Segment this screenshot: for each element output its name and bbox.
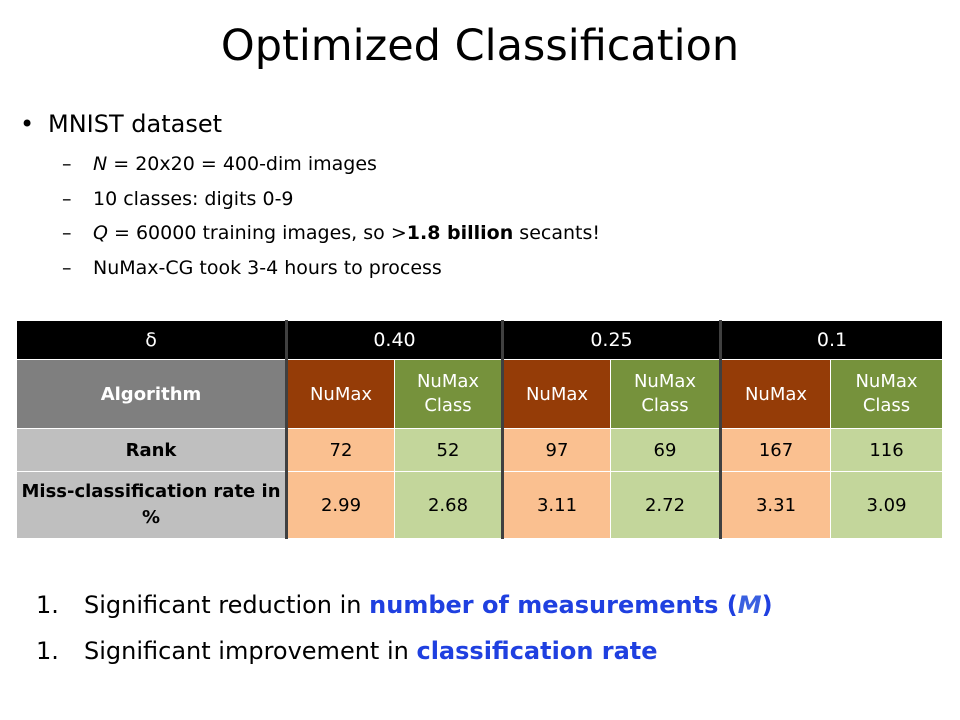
sub-bullet-text: 10 classes: digits 0-9 [93,187,294,210]
rank-value: 167 [719,428,831,472]
symbol-q: Q [93,222,108,244]
paren-open: ( [718,591,738,619]
main-bullet: • MNIST dataset [20,108,222,140]
algorithm-numax: NuMax [285,359,395,429]
algorithm-numax-class: NuMax Class [394,359,503,429]
miss-rate-value: 3.11 [501,471,611,539]
results-table: δ 0.40 0.25 0.1 Algorithm NuMax NuMax Cl… [16,320,943,539]
miss-rate-row: Miss-classification rate in % 2.99 2.68 … [16,471,943,539]
sub-bullet-list: – N = 20x20 = 400-dim images –10 classes:… [62,147,600,285]
algorithm-numax: NuMax [719,359,831,429]
miss-rate-label: Miss-classification rate in % [16,471,287,539]
slide-title: Optimized Classification [220,21,740,71]
algorithm-row: Algorithm NuMax NuMax Class NuMax NuMax … [16,359,943,429]
rank-value: 116 [830,428,943,472]
rank-value: 52 [394,428,503,472]
algorithm-numax: NuMax [501,359,611,429]
miss-rate-value: 2.72 [610,471,721,539]
miss-rate-value: 3.09 [830,471,943,539]
algorithm-numax-class: NuMax Class [610,359,721,429]
delta-value: 0.40 [285,320,503,360]
bullet-marker: • [20,110,35,138]
dash-marker: – [62,256,72,279]
delta-value: 0.1 [719,320,943,360]
conclusion-text: Significant improvement in [84,637,417,665]
rank-label: Rank [16,428,287,472]
sub-bullet-text: = 60000 training images, so > [107,222,407,244]
sub-bullet-text: NuMax-CG took 3-4 hours to process [93,256,442,279]
list-number: 1. [36,637,59,665]
rank-value: 69 [610,428,721,472]
miss-rate-value: 3.31 [719,471,831,539]
sub-bullet-training: – Q = 60000 training images, so >1.8 bill… [62,216,600,251]
conclusions-list: 1. Significant reduction in number of mea… [36,590,773,666]
paren-close: ) [761,591,773,619]
conclusion-measurements: 1. Significant reduction in number of mea… [36,590,773,620]
sub-bullet-text: = 20x20 = 400-dim images [107,153,377,175]
secant-count: 1.8 billion [406,222,514,244]
rank-value: 72 [285,428,395,472]
algorithm-label: Algorithm [16,359,287,429]
list-number: 1. [36,591,59,619]
conclusion-highlight: classification rate [416,637,658,665]
sub-bullet-text-end: secants! [513,222,600,244]
sub-bullet-classes: –10 classes: digits 0-9 [62,182,600,217]
dash-marker: – [62,153,72,175]
conclusion-highlight: number of measurements [369,591,719,619]
delta-label: δ [16,320,287,360]
rank-row: Rank 72 52 97 69 167 116 [16,428,943,472]
conclusion-text: Significant reduction in [84,591,370,619]
dash-marker: – [62,222,72,244]
main-bullet-text: MNIST dataset [48,110,222,138]
rank-value: 97 [501,428,611,472]
delta-value: 0.25 [501,320,721,360]
symbol-n: N [93,153,108,175]
miss-rate-value: 2.99 [285,471,395,539]
algorithm-numax-class: NuMax Class [830,359,943,429]
conclusion-classification: 1. Significant improvement in classificat… [36,636,773,666]
delta-row: δ 0.40 0.25 0.1 [16,320,943,360]
dash-marker: – [62,187,72,210]
sub-bullet-dimension: – N = 20x20 = 400-dim images [62,147,600,182]
sub-bullet-runtime: – NuMax-CG took 3-4 hours to process [62,251,600,286]
miss-rate-value: 2.68 [394,471,503,539]
symbol-m: M [737,591,762,619]
